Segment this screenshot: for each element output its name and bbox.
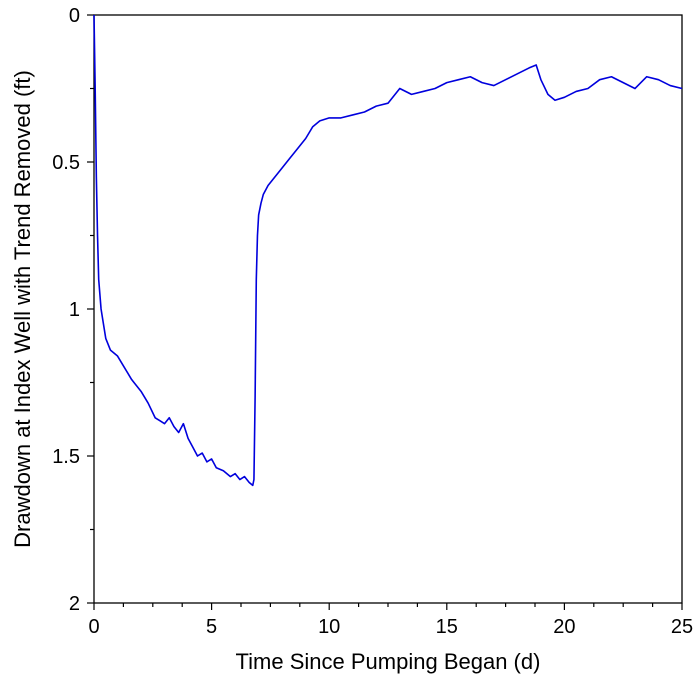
x-tick-label: 20 bbox=[553, 616, 575, 638]
x-tick-label: 0 bbox=[88, 616, 99, 638]
x-axis-ticks: 0 5 10 15 20 25 bbox=[88, 603, 693, 638]
y-axis-title: Drawdown at Index Well with Trend Remove… bbox=[10, 70, 35, 548]
x-axis-title: Time Since Pumping Began (d) bbox=[236, 649, 541, 674]
x-tick-label: 25 bbox=[671, 616, 693, 638]
y-tick-label: 0 bbox=[69, 5, 80, 27]
y-axis-ticks: 0 0.5 1 1.5 2 bbox=[52, 5, 94, 615]
x-tick-label: 5 bbox=[206, 616, 217, 638]
x-tick-label: 10 bbox=[318, 616, 340, 638]
series-line bbox=[93, 14, 683, 487]
y-tick-label: 1.5 bbox=[52, 446, 80, 468]
x-tick-label: 15 bbox=[436, 616, 458, 638]
y-tick-label: 0.5 bbox=[52, 152, 80, 174]
y-tick-label: 2 bbox=[69, 593, 80, 615]
y-tick-label: 1 bbox=[69, 299, 80, 321]
series-group bbox=[93, 14, 683, 487]
